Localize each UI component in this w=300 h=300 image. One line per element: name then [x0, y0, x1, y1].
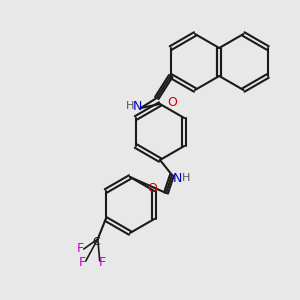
Text: N: N	[172, 172, 182, 184]
Text: H: H	[126, 101, 134, 111]
Text: N: N	[133, 100, 142, 112]
Text: F: F	[99, 256, 106, 269]
Text: H: H	[182, 173, 190, 183]
Text: F: F	[79, 256, 86, 269]
Text: O: O	[167, 95, 177, 109]
Text: O: O	[147, 182, 157, 196]
Text: F: F	[77, 242, 84, 256]
Text: C: C	[92, 237, 100, 247]
